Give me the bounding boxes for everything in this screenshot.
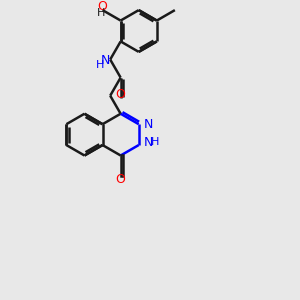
Text: N: N — [144, 136, 153, 149]
Text: N: N — [144, 118, 153, 131]
Text: N: N — [100, 55, 110, 68]
Text: O: O — [116, 88, 126, 101]
Text: O: O — [98, 0, 107, 13]
Text: H: H — [96, 60, 104, 70]
Text: O: O — [116, 173, 126, 186]
Text: H: H — [97, 8, 105, 18]
Text: H: H — [151, 137, 159, 147]
